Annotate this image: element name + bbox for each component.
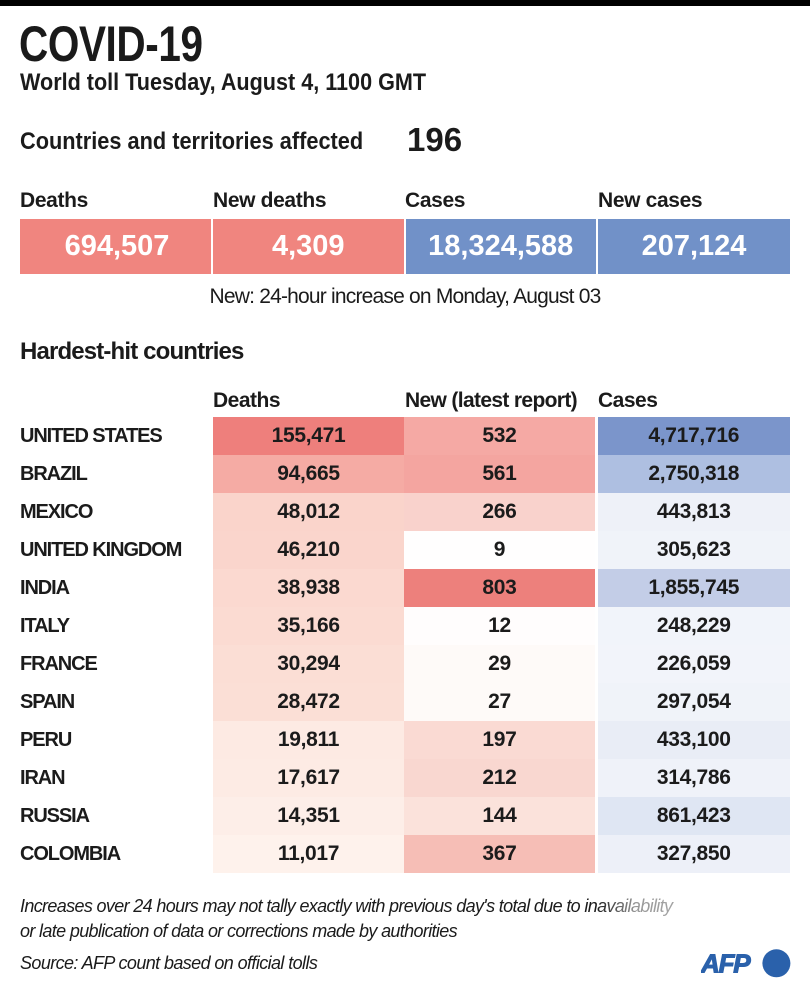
svg-text:AFP: AFP	[701, 948, 751, 978]
